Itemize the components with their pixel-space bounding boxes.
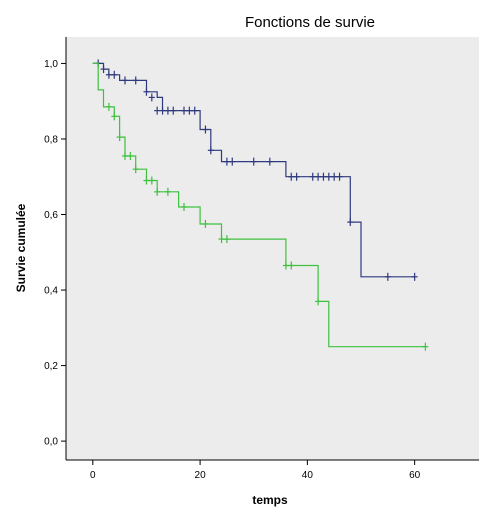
plot-area	[66, 37, 479, 460]
censor-mark	[132, 76, 139, 85]
series-1	[92, 59, 418, 281]
x-tick-label: 40	[302, 470, 314, 481]
censor-mark	[100, 65, 107, 74]
y-tick-label: 0,2	[44, 361, 58, 372]
axes	[65, 37, 479, 461]
censor-mark	[170, 106, 177, 115]
censor-mark	[422, 342, 429, 351]
censor-mark	[181, 106, 187, 115]
censor-mark	[105, 102, 112, 111]
censor-mark	[218, 235, 225, 244]
censor-mark	[127, 151, 134, 160]
censor-mark	[202, 125, 209, 134]
censor-mark	[266, 157, 273, 166]
censor-mark	[143, 176, 150, 185]
censor-mark	[148, 176, 155, 185]
ticks: 0,0 0,2 0,4 0,6 0,8 1,0 0 20 40 60	[44, 59, 421, 481]
x-tick-label: 0	[90, 470, 96, 481]
censor-mark	[111, 70, 118, 79]
censor-mark	[325, 172, 332, 181]
censor-mark	[164, 187, 171, 196]
censor-mark	[315, 297, 322, 306]
censor-mark	[122, 76, 128, 85]
y-axis-label: Survie cumulée	[14, 203, 28, 292]
censor-mark	[282, 261, 289, 270]
x-tick-label: 20	[195, 470, 207, 481]
censor-mark	[202, 219, 209, 228]
censor-mark	[336, 172, 343, 181]
censor-mark	[191, 106, 198, 115]
censor-mark	[309, 172, 316, 181]
x-axis-label: temps	[252, 493, 288, 507]
censor-mark	[116, 133, 123, 142]
censor-mark	[186, 106, 193, 115]
censor-mark	[331, 172, 338, 181]
censor-mark	[148, 93, 155, 102]
censor-mark	[143, 87, 150, 96]
series-2	[92, 62, 429, 351]
censor-mark	[315, 172, 322, 181]
censor-mark	[122, 151, 128, 160]
censor-mark	[132, 165, 139, 174]
y-tick-label: 0,8	[44, 134, 58, 145]
censor-mark	[181, 202, 187, 211]
censor-mark	[293, 172, 300, 181]
censor-mark	[320, 172, 327, 181]
censor-mark	[288, 172, 295, 181]
censor-mark	[154, 187, 161, 196]
y-tick-label: 1,0	[44, 59, 58, 70]
censor-mark	[288, 261, 295, 270]
y-tick-label: 0,6	[44, 210, 58, 221]
y-tick-label: 0,4	[44, 286, 58, 297]
series-layer	[92, 59, 429, 351]
censor-mark	[411, 272, 418, 281]
x-tick-label: 60	[409, 470, 421, 481]
censor-mark	[223, 235, 230, 244]
censor-mark	[164, 106, 171, 115]
censor-mark	[250, 157, 257, 166]
chart-title: Fonctions de survie	[245, 14, 375, 31]
censor-mark	[105, 70, 112, 79]
censor-mark	[159, 106, 166, 115]
censor-mark	[207, 146, 214, 155]
y-tick-label: 0,0	[44, 437, 58, 448]
censor-mark	[229, 157, 236, 166]
censor-mark	[223, 157, 230, 166]
censor-mark	[384, 272, 391, 281]
censor-mark	[347, 218, 354, 227]
censor-mark	[154, 106, 161, 115]
censor-mark	[111, 112, 118, 121]
